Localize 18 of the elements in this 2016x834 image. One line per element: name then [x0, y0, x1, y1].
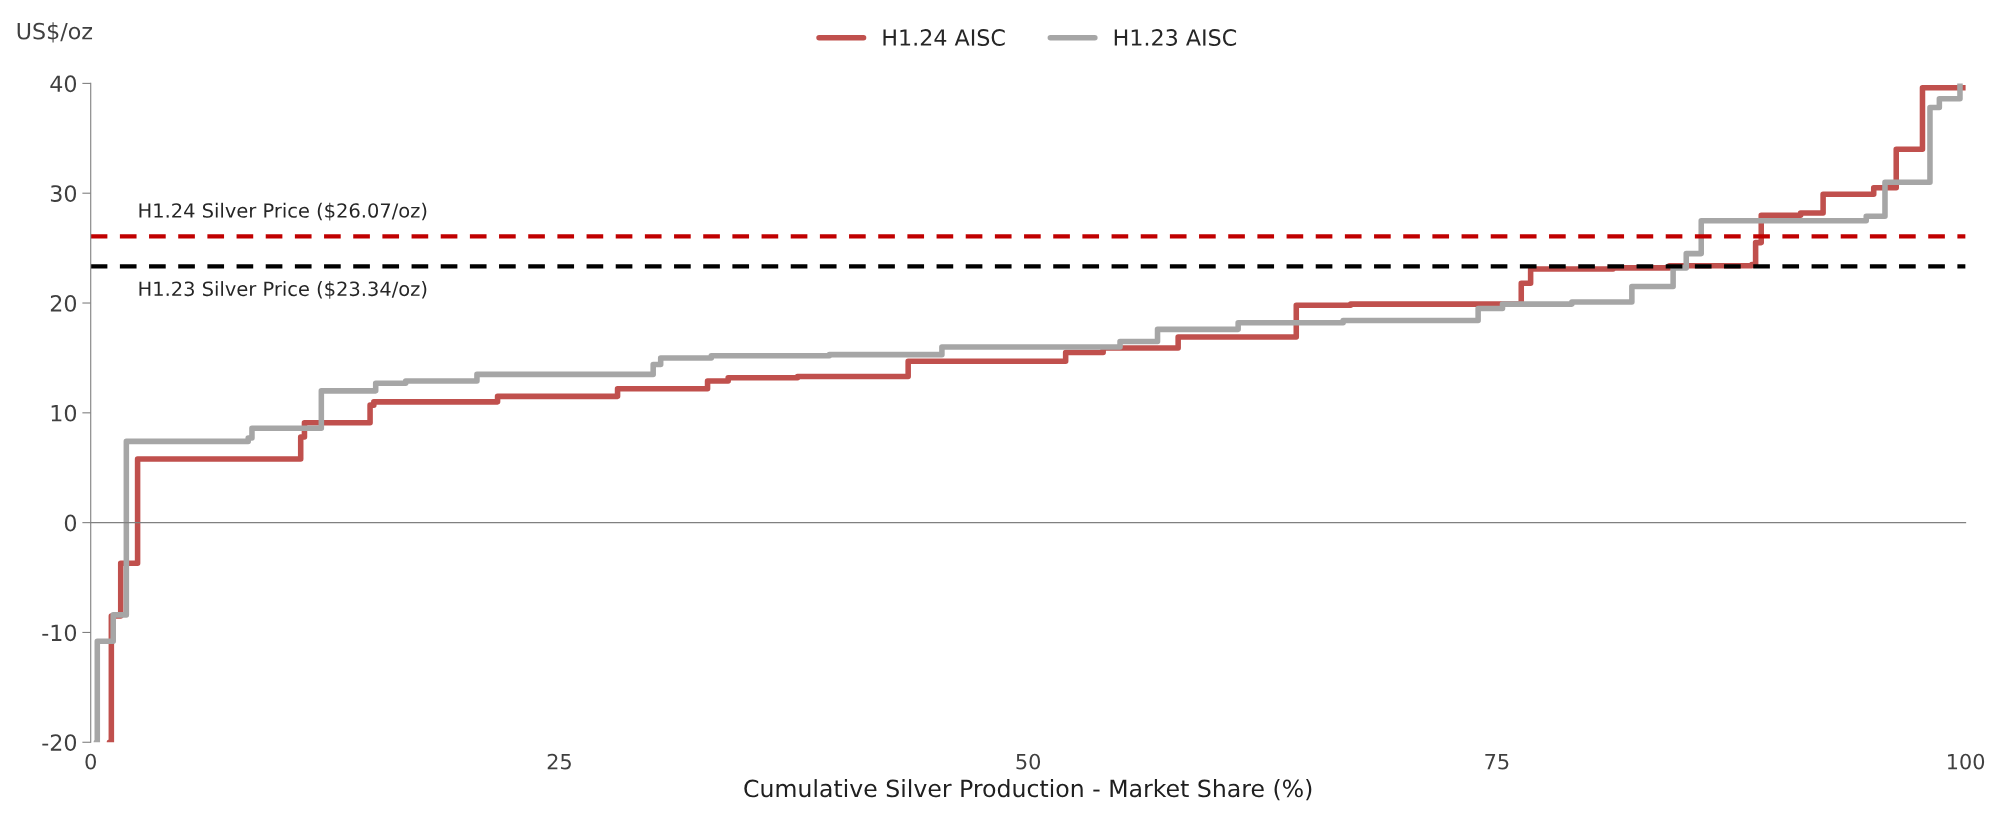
y-tick-label: -10 [42, 624, 77, 642]
y-tick-label: -20 [42, 734, 77, 752]
y-tick-label: 40 [50, 75, 77, 93]
x-axis-title: Cumulative Silver Production - Market Share (%) [744, 779, 1312, 801]
y-axis-title: US$/oz [17, 22, 93, 43]
x-tick-label: 100 [1948, 753, 1985, 770]
y-tick-label: 10 [51, 404, 77, 422]
x-tick-label: 75 [1485, 754, 1509, 770]
x-tick-label: 50 [1016, 753, 1041, 770]
legend-label: H1.23 AISC [1114, 29, 1237, 46]
ref-line-label: H1.23 Silver Price ($23.34/oz) [139, 281, 427, 299]
x-tick-label: 0 [85, 753, 96, 770]
ref-line-label: H1.24 Silver Price ($26.07/oz) [139, 202, 427, 221]
y-tick-label: 30 [50, 185, 77, 202]
x-tick-label: 25 [547, 753, 571, 770]
y-tick-label: 0 [64, 514, 77, 532]
y-tick-label: 20 [50, 294, 77, 312]
legend-label: H1.24 AISC [883, 29, 1005, 46]
